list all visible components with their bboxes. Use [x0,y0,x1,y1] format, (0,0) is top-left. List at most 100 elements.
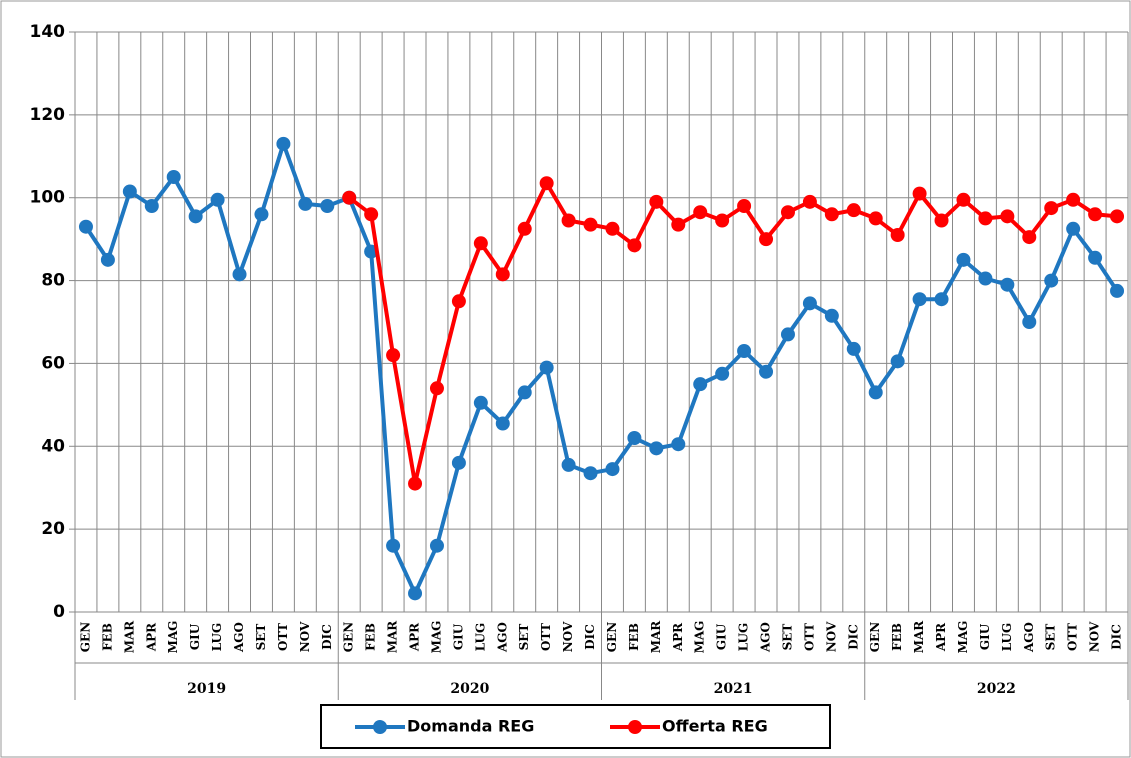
data-point [342,190,357,205]
data-point [759,232,774,247]
data-point [1000,209,1015,224]
data-point [802,194,817,209]
x-tick-label: APR [671,622,685,652]
legend-marker [373,720,387,734]
data-point [868,385,883,400]
x-tick-label: GEN [868,622,882,652]
x-tick-label: NOV [561,621,575,652]
x-tick-label: GIU [451,623,465,650]
data-point [627,431,642,445]
data-point [210,192,225,207]
data-point [715,366,730,381]
data-point [276,136,291,151]
year-label: 2021 [714,681,753,697]
x-tick-label: MAG [166,621,180,654]
x-tick-label: MAR [122,620,136,654]
x-tick-label: APR [144,622,158,652]
data-point [1088,207,1103,222]
data-point [561,457,576,472]
x-tick-label: LUG [737,623,751,652]
data-point [1066,221,1081,236]
x-tick-label: OTT [276,623,290,651]
data-point [1000,277,1015,292]
data-point [715,213,730,228]
data-point [386,538,401,553]
x-tick-label: FEB [627,623,641,651]
x-tick-label: FEB [100,623,114,651]
data-point [495,416,510,431]
y-tick-label: 20 [41,519,65,539]
data-point [890,354,905,369]
x-tick-label: MAR [386,620,400,654]
y-tick-label: 0 [53,602,65,622]
data-point [144,199,159,213]
x-tick-label: AGO [495,622,509,653]
data-point [824,308,839,323]
data-point [429,538,444,553]
data-point [978,271,993,286]
data-point [320,199,335,213]
data-point [1022,230,1037,245]
data-point [539,360,554,375]
x-tick-label: AGO [1022,622,1036,653]
data-point [166,170,181,184]
x-tick-label: DIC [1110,624,1124,650]
y-tick-label: 120 [30,105,66,125]
data-point [364,207,379,222]
data-point [627,238,642,253]
x-tick-label: MAG [693,621,707,654]
data-point [1044,201,1059,216]
data-point [473,395,488,410]
legend-label: Domanda REG [407,717,534,736]
data-point [649,194,664,209]
x-tick-label: GEN [605,622,619,652]
data-point [561,213,576,228]
data-point [232,267,247,282]
x-tick-label: FEB [890,623,904,651]
legend-marker [628,720,642,734]
data-point [473,236,488,251]
data-point [583,217,598,232]
data-point [780,205,795,220]
data-point [890,228,905,242]
x-tick-label: MAG [956,621,970,654]
x-tick-label: OTT [1066,623,1080,651]
x-tick-label: GIU [978,623,992,650]
data-point [934,213,949,228]
data-point [912,186,927,201]
data-point [78,219,93,234]
data-point [956,192,971,207]
x-tick-label: OTT [802,623,816,651]
x-tick-label: SET [254,624,268,651]
data-point [539,176,554,191]
legend-box [320,704,831,749]
data-point [824,207,839,222]
data-point [868,211,883,226]
data-point [517,385,532,400]
data-point [451,294,466,309]
data-point [912,292,927,307]
x-tick-label: LUG [1000,623,1014,652]
y-tick-label: 60 [41,353,65,373]
x-tick-label: APR [408,622,422,652]
x-tick-label: MAR [649,620,663,654]
data-point [254,207,269,222]
x-tick-label: MAR [912,620,926,654]
y-tick-label: 100 [30,188,66,208]
year-label: 2019 [187,681,226,697]
data-point [737,344,752,358]
data-point [846,203,861,218]
x-tick-label: GIU [715,623,729,650]
data-point [846,341,861,356]
x-tick-label: NOV [298,621,312,652]
data-point [956,252,971,267]
data-point [188,209,203,224]
year-label: 2020 [450,681,489,697]
data-point [429,381,444,396]
data-point [934,292,949,307]
x-tick-label: FEB [364,623,378,651]
y-tick-label: 80 [41,271,65,291]
x-tick-label: SET [517,624,531,651]
data-point [100,252,115,267]
